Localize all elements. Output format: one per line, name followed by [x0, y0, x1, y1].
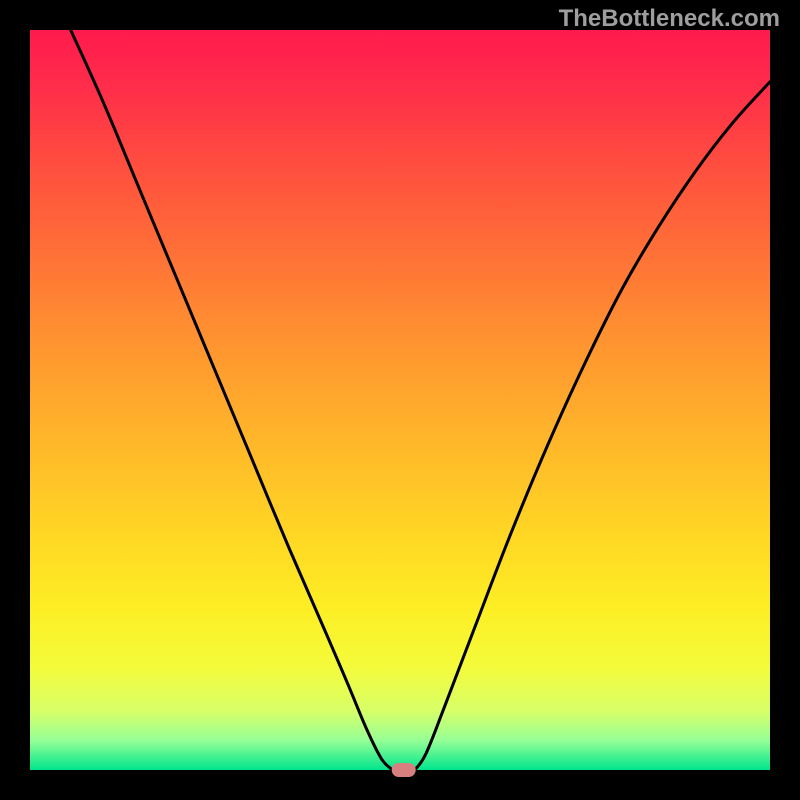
chart-container: TheBottleneck.com [0, 0, 800, 800]
bottleneck-chart [0, 0, 800, 800]
watermark-text: TheBottleneck.com [559, 5, 780, 33]
